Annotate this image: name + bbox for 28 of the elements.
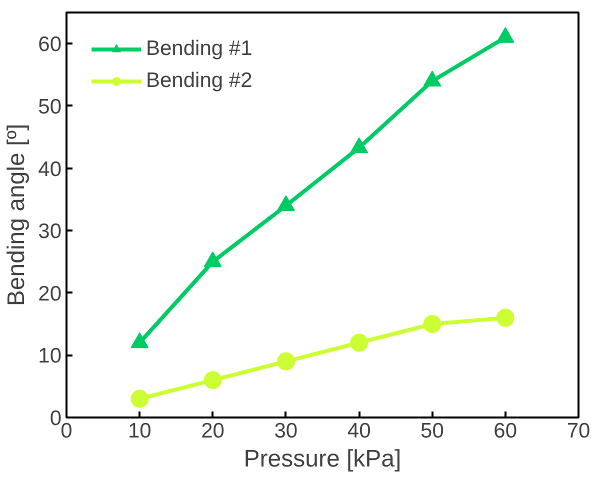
point [350, 334, 368, 352]
y-tick-label: 20 [38, 282, 62, 306]
point [204, 371, 222, 390]
y-tick-label: 50 [38, 95, 62, 118]
y-tick-label: 60 [38, 33, 62, 56]
point [496, 308, 514, 327]
legend-label: Bending #1 [146, 37, 252, 61]
y-tick-label: 30 [38, 220, 62, 244]
y-axis-title: Bending angle [º] [3, 124, 30, 306]
x-tick-label: 60 [494, 420, 518, 442]
x-tick-label: 70 [566, 420, 590, 442]
x-tick-label: 10 [128, 420, 152, 442]
x-tick-label: 30 [274, 420, 298, 442]
x-tick-label: 20 [201, 420, 224, 442]
point [496, 27, 514, 43]
x-tick-label: 50 [420, 420, 444, 442]
point [423, 70, 442, 86]
x-axis-title: Pressure [kPa] [244, 446, 402, 472]
point [423, 315, 442, 334]
x-tick-label: 40 [347, 420, 371, 442]
y-tick-label: 10 [38, 344, 62, 368]
point [350, 137, 368, 154]
point [204, 251, 222, 268]
legend-label: Bending #2 [146, 69, 252, 93]
point [130, 390, 149, 408]
point [276, 195, 295, 212]
y-tick-label: 40 [38, 158, 62, 181]
point [276, 352, 295, 370]
